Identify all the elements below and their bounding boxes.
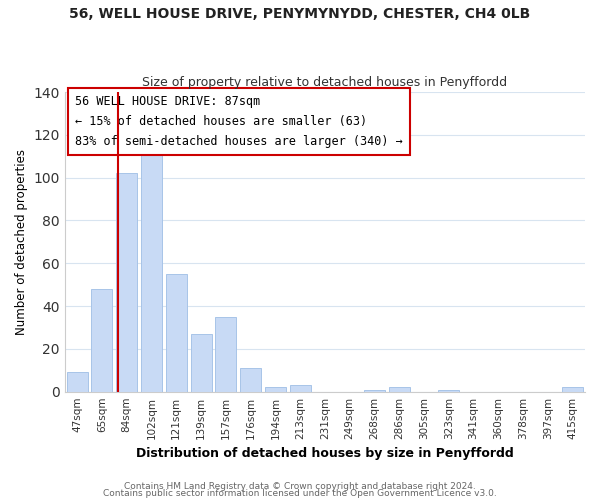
Bar — [166, 274, 187, 392]
Bar — [116, 174, 137, 392]
Bar — [215, 317, 236, 392]
Title: Size of property relative to detached houses in Penyffordd: Size of property relative to detached ho… — [142, 76, 508, 90]
Bar — [191, 334, 212, 392]
Text: Contains HM Land Registry data © Crown copyright and database right 2024.: Contains HM Land Registry data © Crown c… — [124, 482, 476, 491]
Bar — [364, 390, 385, 392]
Text: 56, WELL HOUSE DRIVE, PENYMYNYDD, CHESTER, CH4 0LB: 56, WELL HOUSE DRIVE, PENYMYNYDD, CHESTE… — [70, 8, 530, 22]
Text: Contains public sector information licensed under the Open Government Licence v3: Contains public sector information licen… — [103, 489, 497, 498]
Bar — [389, 388, 410, 392]
Bar — [141, 148, 162, 392]
Bar — [438, 390, 459, 392]
Bar — [265, 388, 286, 392]
Bar — [67, 372, 88, 392]
Text: 56 WELL HOUSE DRIVE: 87sqm
← 15% of detached houses are smaller (63)
83% of semi: 56 WELL HOUSE DRIVE: 87sqm ← 15% of deta… — [75, 95, 403, 148]
Bar — [562, 388, 583, 392]
Bar — [240, 368, 261, 392]
Bar — [290, 386, 311, 392]
Y-axis label: Number of detached properties: Number of detached properties — [15, 149, 28, 335]
X-axis label: Distribution of detached houses by size in Penyffordd: Distribution of detached houses by size … — [136, 447, 514, 460]
Bar — [91, 289, 112, 392]
